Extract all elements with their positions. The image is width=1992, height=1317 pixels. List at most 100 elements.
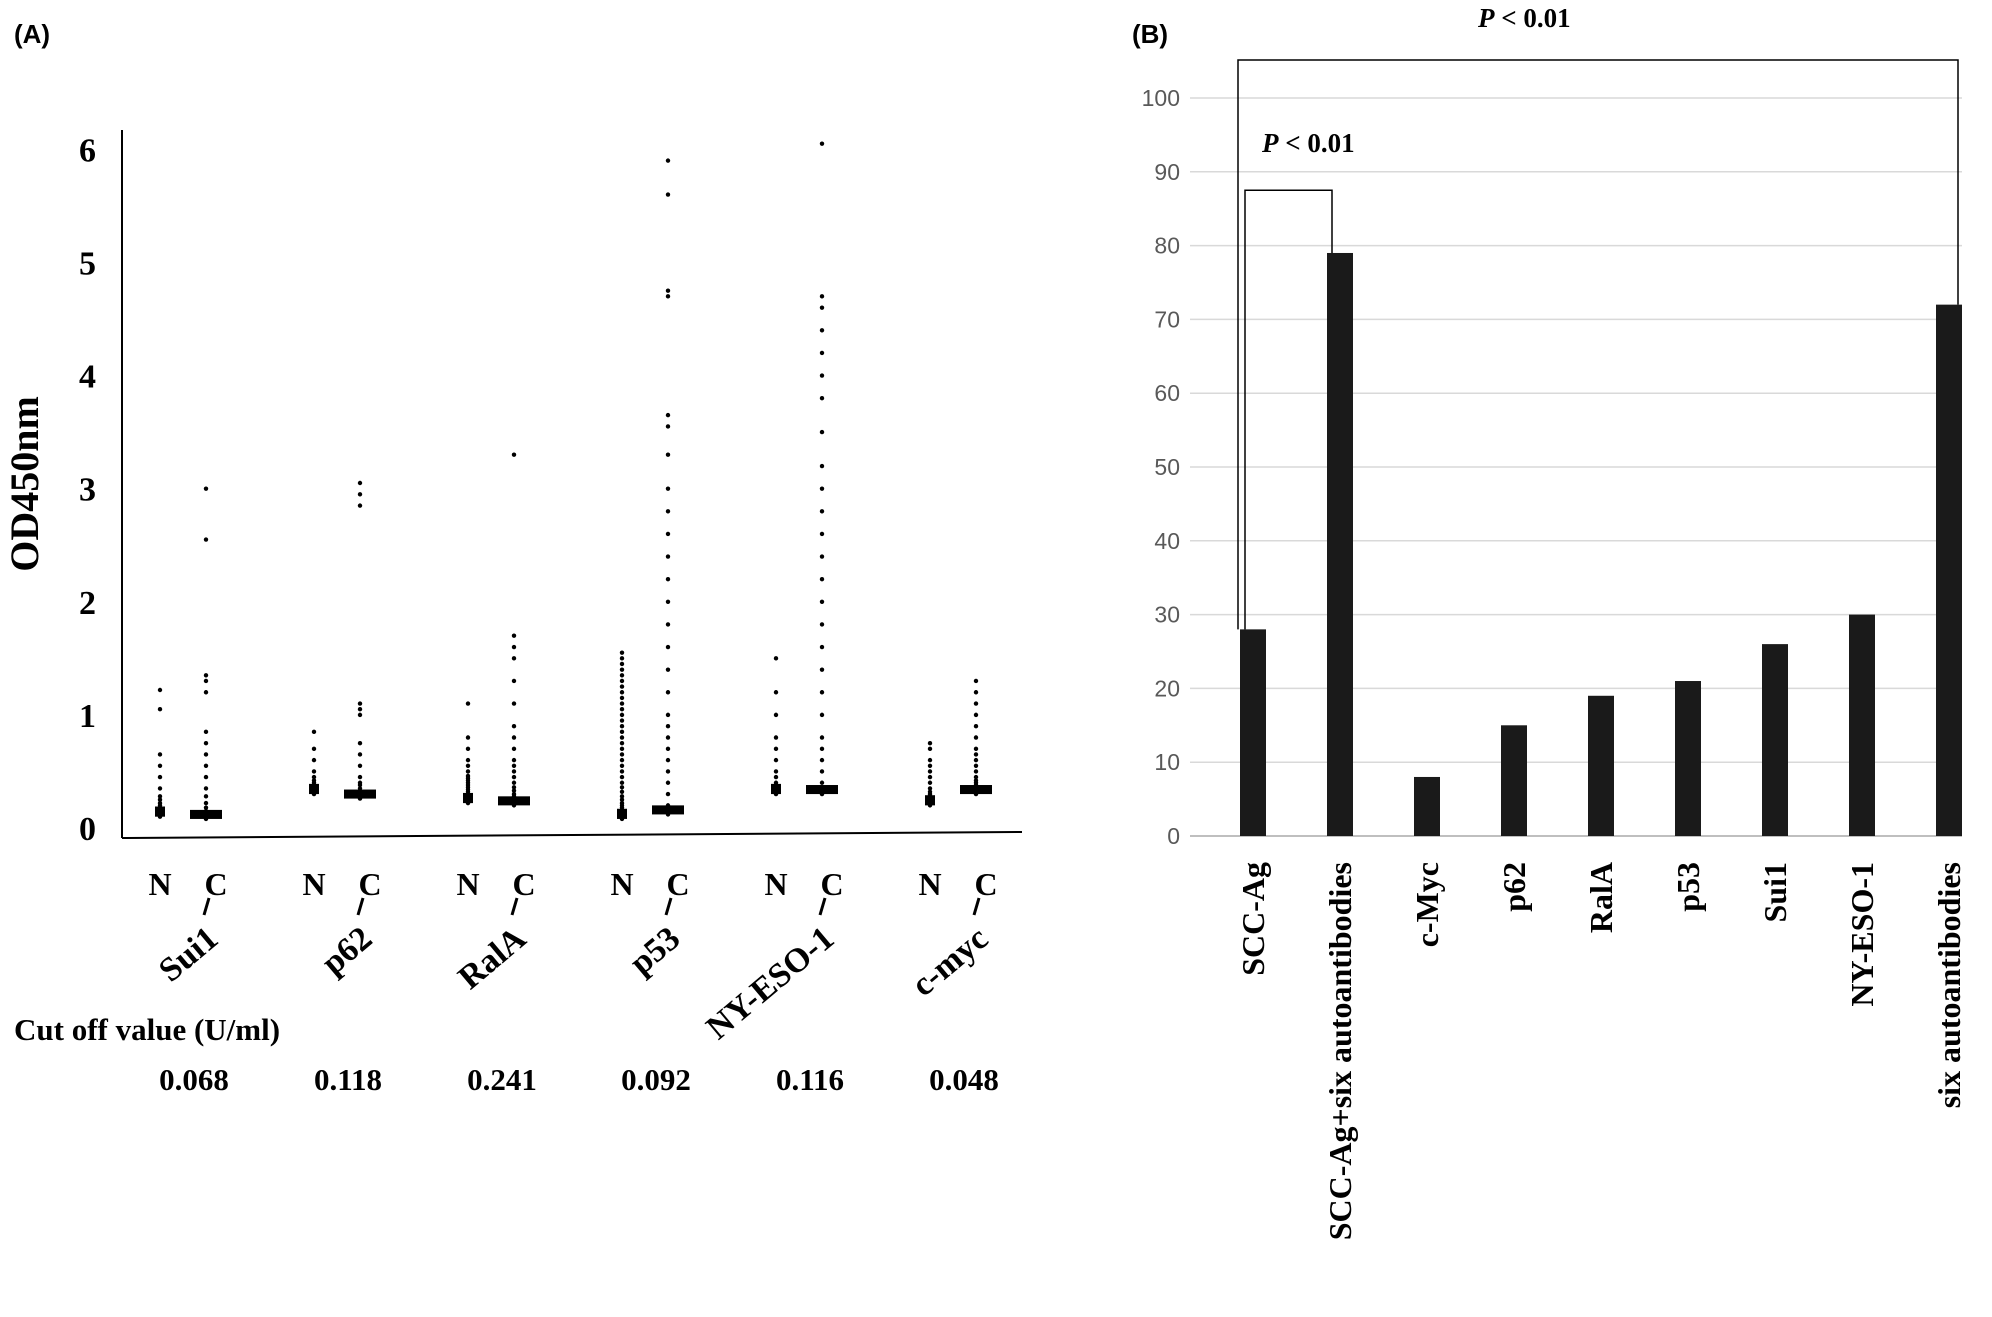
c-label: C — [358, 866, 381, 902]
bar — [1675, 681, 1701, 836]
point-n — [157, 707, 163, 712]
point-n — [619, 684, 625, 689]
c-tick-mark — [510, 897, 519, 916]
point-n — [619, 752, 625, 757]
significance-brackets: P < 0.01 P < 0.01 — [1237, 3, 1959, 630]
point-c — [511, 757, 517, 763]
bar — [1501, 725, 1527, 836]
point-c — [357, 763, 363, 768]
point-c — [665, 769, 671, 774]
point-c — [819, 486, 825, 491]
point-n — [619, 789, 625, 795]
c-label: C — [512, 866, 535, 902]
point-c — [357, 707, 363, 712]
bracket-2 — [1237, 59, 1959, 630]
point-n — [773, 735, 779, 740]
group-name: RalA — [451, 920, 533, 997]
point-n — [311, 769, 317, 774]
point-c — [357, 740, 363, 746]
point-n — [619, 785, 625, 790]
point-c — [203, 794, 209, 799]
cutoff-title: Cut off value (U/ml) — [14, 1012, 280, 1047]
grid-lines — [1190, 97, 1962, 837]
point-c — [819, 786, 825, 791]
point-n — [619, 712, 625, 718]
point-c — [511, 701, 517, 706]
point-c — [357, 774, 363, 780]
category-label: p53 — [1670, 862, 1706, 912]
category-label: six autoantibodies — [1931, 862, 1967, 1108]
point-n — [157, 786, 163, 791]
point-c — [819, 712, 825, 718]
point-c — [665, 158, 671, 163]
point-c — [203, 812, 209, 817]
point-c — [511, 678, 517, 684]
point-n — [619, 701, 625, 706]
point-c — [511, 735, 517, 740]
point-n — [619, 695, 625, 701]
point-n — [311, 729, 317, 735]
point-c — [819, 531, 825, 537]
y-tick-label: 90 — [1154, 159, 1180, 185]
category-label: SCC-Ag+six autoantibodies — [1322, 862, 1358, 1240]
point-n — [619, 661, 625, 667]
c-label: C — [974, 866, 997, 902]
point-c — [511, 769, 517, 774]
point-c — [819, 141, 825, 146]
point-c — [665, 746, 671, 752]
point-n — [619, 723, 625, 729]
point-c — [665, 599, 671, 604]
y-tick-label: 0 — [79, 811, 96, 848]
point-n — [157, 752, 163, 757]
point-n — [927, 769, 933, 774]
point-n — [157, 774, 163, 780]
point-c — [973, 774, 979, 780]
point-c — [357, 492, 363, 497]
point-c — [511, 800, 517, 806]
point-c — [973, 735, 979, 740]
y-tick-label: 10 — [1154, 749, 1180, 775]
y-axis-ticks: 0 1 2 3 4 5 6 — [79, 132, 96, 848]
cutoff-value: 0.092 — [621, 1062, 691, 1097]
point-c — [511, 723, 517, 729]
category-label: Sui1 — [1757, 862, 1793, 922]
point-c — [819, 644, 825, 650]
y-tick-label: 50 — [1154, 454, 1180, 480]
y-tick-label: 3 — [79, 472, 96, 509]
n-label: N — [302, 866, 325, 902]
point-n — [773, 690, 779, 695]
y-tick-label: 6 — [79, 132, 96, 169]
group-name: Sui1 — [152, 920, 225, 990]
point-c — [665, 690, 671, 695]
bracket-1 — [1244, 189, 1333, 630]
point-n — [311, 774, 317, 780]
p-value-label-1: P < 0.01 — [1261, 128, 1355, 158]
point-n — [773, 656, 779, 661]
point-c — [819, 757, 825, 763]
group-name: NY-ESO-1 — [700, 920, 842, 1047]
cutoff-value: 0.048 — [929, 1062, 999, 1097]
point-c — [665, 452, 671, 457]
point-n — [311, 746, 317, 752]
n-label: N — [456, 866, 479, 902]
group-name: p53 — [623, 920, 687, 982]
point-c — [665, 712, 671, 718]
point-c — [511, 746, 517, 752]
category-labels: SCC-Ag SCC-Ag+six autoantibodies c-Myc p62 R… — [1235, 862, 1967, 1240]
point-c — [357, 503, 363, 508]
point-n — [773, 757, 779, 763]
point-c — [203, 805, 209, 810]
point-c — [203, 486, 209, 491]
point-c — [973, 757, 979, 763]
point-n — [619, 757, 625, 763]
cutoff-value: 0.068 — [159, 1062, 229, 1097]
point-c — [357, 712, 363, 718]
point-c — [665, 294, 671, 299]
point-n — [619, 794, 625, 799]
point-c — [511, 791, 517, 797]
point-n — [619, 656, 625, 661]
category-label: RalA — [1583, 862, 1619, 933]
point-n — [619, 774, 625, 780]
